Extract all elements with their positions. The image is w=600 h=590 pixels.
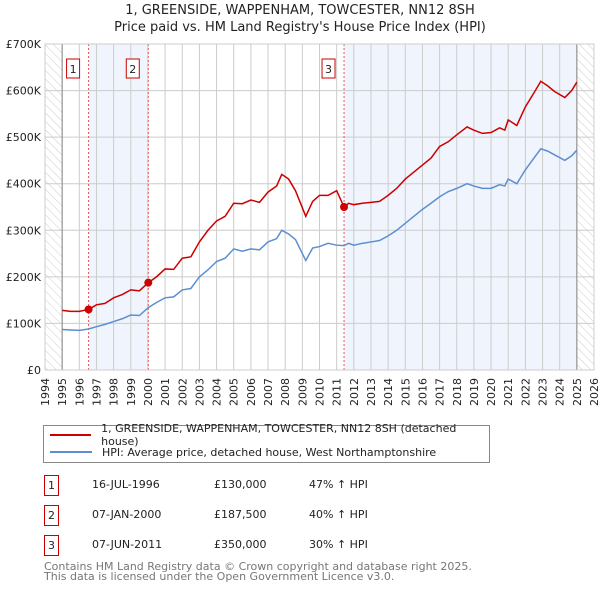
footer-copyright: Contains HM Land Registry data © Crown c… bbox=[44, 560, 472, 573]
y-tick-label: £0 bbox=[27, 364, 41, 377]
x-tick-label: 2018 bbox=[451, 378, 464, 406]
marker-label: 1 bbox=[70, 63, 77, 76]
x-tick-label: 2001 bbox=[159, 378, 172, 406]
x-tick-label: 2016 bbox=[416, 378, 429, 406]
transaction-hpi-diff: 47% ↑ HPI bbox=[309, 478, 368, 491]
marker-label: 3 bbox=[325, 63, 332, 76]
x-tick-label: 1998 bbox=[108, 378, 121, 406]
x-tick-label: 2011 bbox=[331, 378, 344, 406]
shaded-range bbox=[344, 44, 577, 370]
x-tick-label: 2005 bbox=[228, 378, 241, 406]
x-tick-label: 2004 bbox=[211, 378, 224, 406]
x-tick-label: 2010 bbox=[314, 378, 327, 406]
x-tick-label: 2025 bbox=[571, 378, 584, 406]
x-tick-label: 2019 bbox=[468, 378, 481, 406]
transaction-date: 07-JAN-2000 bbox=[92, 508, 162, 521]
legend-item-hpi: HPI: Average price, detached house, West… bbox=[50, 444, 436, 460]
series-line-price_paid bbox=[62, 80, 578, 313]
legend-label: HPI: Average price, detached house, West… bbox=[102, 445, 437, 459]
chart-title: 1, GREENSIDE, WAPPENHAM, TOWCESTER, NN12… bbox=[125, 3, 475, 18]
legend: 1, GREENSIDE, WAPPENHAM, TOWCESTER, NN12… bbox=[43, 422, 490, 463]
x-tick-label: 2007 bbox=[262, 378, 275, 406]
x-tick-label: 1996 bbox=[73, 378, 86, 406]
plot-border bbox=[44, 43, 595, 371]
legend-label: 1, GREENSIDE, WAPPENHAM, TOWCESTER, NN12… bbox=[101, 422, 457, 448]
x-tick-label: 2008 bbox=[279, 378, 292, 406]
x-tick-label: 2000 bbox=[142, 378, 155, 406]
x-tick-label: 2009 bbox=[296, 378, 309, 406]
shaded-range bbox=[88, 44, 149, 370]
x-tick-label: 2021 bbox=[502, 378, 515, 406]
hatched-range bbox=[576, 44, 594, 370]
x-tick-label: 2026 bbox=[588, 378, 600, 406]
y-tick-label: £600K bbox=[6, 85, 42, 98]
x-tick-label: 1994 bbox=[39, 378, 52, 406]
x-tick-label: 2014 bbox=[382, 378, 395, 406]
transaction-price: £130,000 bbox=[214, 478, 267, 491]
y-tick-label: £100K bbox=[6, 317, 42, 330]
transaction-number: 2 bbox=[44, 505, 59, 526]
y-tick-label: £700K bbox=[6, 38, 42, 51]
sale-point bbox=[84, 305, 93, 314]
marker-label-box bbox=[66, 58, 81, 79]
marker-label-box bbox=[125, 58, 140, 79]
sale-point bbox=[340, 203, 349, 211]
x-tick-label: 1995 bbox=[56, 378, 69, 406]
transaction-hpi-diff: 40% ↑ HPI bbox=[309, 508, 368, 521]
legend-swatch bbox=[50, 451, 92, 453]
x-tick-label: 2020 bbox=[485, 378, 498, 406]
x-tick-label: 2006 bbox=[245, 378, 258, 406]
x-tick-label: 2012 bbox=[348, 378, 361, 406]
transaction-number: 3 bbox=[44, 535, 59, 556]
transaction-number: 1 bbox=[44, 475, 59, 496]
x-tick-label: 1997 bbox=[90, 378, 103, 406]
transaction-price: £187,500 bbox=[214, 508, 267, 521]
transaction-date: 07-JUN-2011 bbox=[92, 538, 163, 551]
marker-label: 2 bbox=[129, 63, 136, 76]
x-tick-label: 2003 bbox=[193, 378, 206, 406]
transaction-price: £350,000 bbox=[214, 538, 267, 551]
legend-item-price-paid: 1, GREENSIDE, WAPPENHAM, TOWCESTER, NN12… bbox=[50, 422, 489, 448]
x-tick-label: 1999 bbox=[125, 378, 138, 406]
legend-swatch bbox=[50, 434, 92, 436]
y-tick-label: £400K bbox=[6, 178, 42, 191]
hatched-range bbox=[45, 44, 63, 370]
footer-licence: This data is licensed under the Open Gov… bbox=[44, 570, 395, 583]
y-tick-label: £500K bbox=[6, 131, 42, 144]
x-tick-label: 2022 bbox=[519, 378, 532, 406]
x-tick-label: 2023 bbox=[537, 378, 550, 406]
transaction-date: 16-JUL-1996 bbox=[92, 478, 160, 491]
chart-subtitle: Price paid vs. HM Land Registry's House … bbox=[114, 20, 486, 35]
x-tick-label: 2017 bbox=[434, 378, 447, 406]
x-tick-label: 2013 bbox=[365, 378, 378, 406]
marker-label-box bbox=[321, 58, 336, 79]
transaction-hpi-diff: 30% ↑ HPI bbox=[309, 538, 368, 551]
x-tick-label: 2002 bbox=[176, 378, 189, 406]
series-line-hpi bbox=[62, 147, 578, 332]
sale-point bbox=[144, 278, 153, 287]
y-tick-label: £300K bbox=[6, 224, 42, 237]
x-tick-label: 2024 bbox=[554, 378, 567, 406]
x-tick-label: 2015 bbox=[399, 378, 412, 406]
y-tick-label: £200K bbox=[6, 271, 42, 284]
chart-plot: 1994 1995 1996 1997 1998 1999 2000 2001 2002 2003… bbox=[6, 38, 600, 406]
